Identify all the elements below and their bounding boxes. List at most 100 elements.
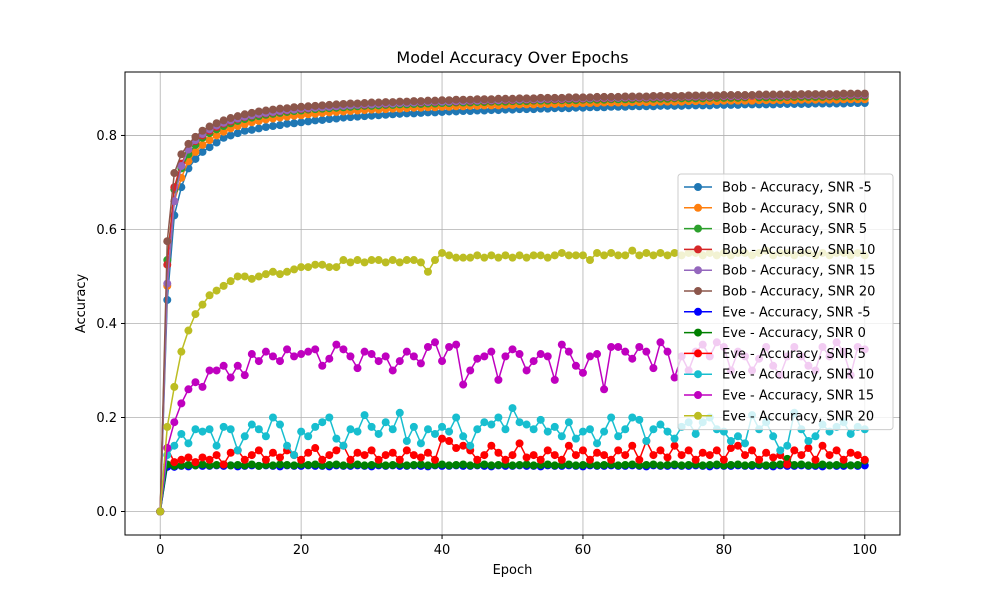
data-point	[205, 122, 214, 131]
data-point	[381, 110, 390, 119]
x-tick-label: 80	[716, 543, 733, 558]
chart-title: Model Accuracy Over Epochs	[396, 48, 628, 67]
legend-swatch-marker	[694, 266, 702, 275]
data-point	[529, 94, 538, 103]
data-point	[853, 89, 862, 98]
data-point	[261, 270, 270, 279]
data-point	[353, 427, 362, 436]
data-point	[459, 253, 468, 262]
data-point	[360, 461, 369, 470]
data-point	[438, 357, 447, 366]
data-point	[628, 246, 637, 255]
data-point	[811, 90, 820, 99]
data-point	[297, 102, 306, 111]
data-point	[374, 429, 383, 438]
data-point	[621, 251, 630, 260]
data-point	[480, 95, 489, 104]
data-point	[600, 451, 609, 460]
data-point	[656, 91, 665, 100]
y-tick-label: 0.2	[96, 411, 117, 426]
data-point	[522, 460, 531, 469]
data-point	[726, 444, 735, 453]
data-point	[184, 139, 193, 148]
data-point	[543, 460, 552, 469]
data-point	[726, 91, 735, 100]
data-point	[283, 460, 292, 469]
data-point	[402, 461, 411, 470]
data-point	[381, 98, 390, 107]
x-tick-label: 40	[434, 543, 451, 558]
data-point	[423, 342, 432, 351]
data-point	[388, 366, 397, 375]
data-point	[205, 461, 214, 470]
data-point	[832, 460, 841, 469]
data-point	[670, 248, 679, 257]
data-point	[360, 112, 369, 121]
data-point	[268, 267, 277, 276]
data-point	[360, 99, 369, 108]
data-point	[374, 357, 383, 366]
data-point	[614, 342, 623, 351]
data-point	[346, 99, 355, 108]
data-point	[748, 460, 757, 469]
data-point	[663, 453, 672, 462]
data-point	[332, 100, 341, 109]
legend-swatch-marker	[694, 183, 702, 191]
data-point	[431, 96, 439, 105]
ticks: 0 20 40 60 80 100 0.0 0.2 0.4 0.6 0.8	[96, 129, 877, 558]
data-point	[311, 101, 320, 110]
data-point	[846, 461, 855, 470]
data-point	[226, 131, 235, 140]
data-point	[402, 97, 411, 106]
data-point	[325, 460, 334, 469]
data-point	[332, 446, 341, 455]
data-point	[304, 117, 313, 126]
data-point	[628, 460, 637, 469]
data-point	[233, 446, 242, 455]
data-point	[571, 434, 580, 443]
data-point	[205, 366, 214, 375]
data-point	[276, 420, 284, 429]
data-point	[515, 418, 524, 427]
data-point	[487, 441, 496, 450]
data-point	[212, 138, 221, 147]
data-point	[283, 119, 292, 128]
data-point	[741, 451, 749, 460]
data-point	[487, 251, 496, 260]
data-point	[247, 420, 256, 429]
data-point	[755, 90, 764, 99]
data-point	[290, 119, 299, 128]
data-point	[578, 427, 587, 436]
data-point	[346, 113, 355, 122]
data-point	[163, 422, 172, 431]
data-point	[219, 281, 228, 290]
data-point	[438, 422, 447, 431]
data-point	[409, 256, 418, 265]
data-point	[578, 93, 587, 102]
data-point	[332, 434, 341, 443]
legend-item: Eve - Accuracy, SNR -5	[684, 305, 871, 320]
data-point	[226, 461, 235, 470]
data-point	[670, 441, 679, 450]
data-point	[811, 455, 820, 464]
data-point	[571, 361, 580, 370]
data-point	[360, 347, 369, 356]
data-point	[445, 342, 454, 351]
data-point	[860, 89, 869, 98]
data-point	[184, 326, 193, 335]
data-point	[212, 460, 221, 469]
data-point	[487, 95, 496, 104]
data-point	[501, 425, 510, 434]
data-point	[431, 429, 439, 438]
series-5	[156, 89, 869, 516]
data-point	[536, 350, 545, 359]
data-point	[416, 439, 425, 448]
data-point	[290, 451, 299, 460]
y-tick-label: 0.4	[96, 317, 117, 332]
data-point	[156, 507, 165, 516]
data-point	[670, 91, 679, 100]
data-point	[593, 448, 602, 457]
data-point	[691, 455, 700, 464]
data-point	[304, 263, 313, 272]
y-axis-title: Accuracy	[74, 274, 89, 334]
